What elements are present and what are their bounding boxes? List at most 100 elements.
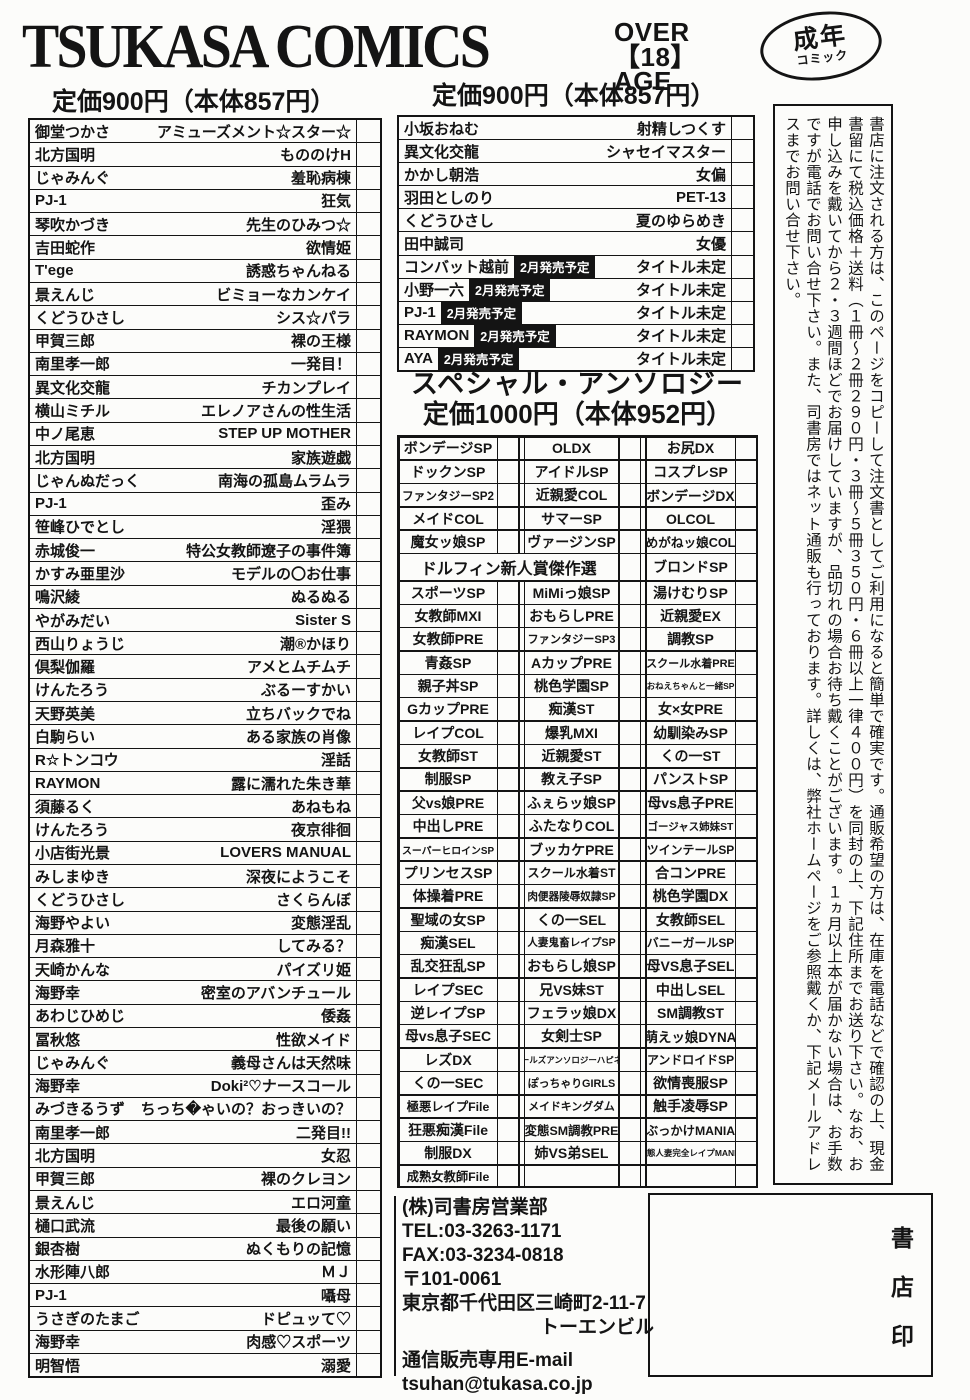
quantity-cell	[356, 492, 380, 515]
column-gap	[519, 721, 524, 744]
title-label: 女優	[695, 236, 726, 254]
grid-cell: フェラッ娘DX	[525, 1002, 618, 1024]
column-gap	[641, 908, 645, 931]
title-label: 狂気	[320, 193, 351, 211]
column-gap	[519, 838, 524, 861]
check-cell	[736, 1142, 756, 1165]
quantity-cell	[356, 166, 380, 189]
quantity-cell	[356, 236, 380, 259]
quantity-cell	[356, 422, 380, 445]
author-label: 景えんじ	[35, 1194, 96, 1212]
quantity-cell	[356, 562, 380, 585]
contact-line: トーエンビル	[539, 1317, 654, 1338]
grid-cell: 変態人妻完全レイプMANIA	[646, 1142, 735, 1165]
author-label: 笹峰ひでとし	[35, 519, 126, 537]
author-label: 田中誠司	[404, 236, 465, 254]
column-gap	[519, 955, 524, 978]
table-row: 須藤るく あねもね	[30, 794, 380, 818]
table-row: みしまゆき 深夜にようこそ	[30, 864, 380, 888]
table-row: 甲賀三郎 裸の王様	[30, 328, 380, 352]
column-gap	[519, 605, 524, 627]
grid-cell: 近親愛EX	[646, 605, 735, 627]
table-row: じゃみんぐ 羞恥病棟	[30, 165, 380, 189]
check-cell	[619, 530, 640, 553]
author-label: 赤城俊一	[35, 542, 96, 560]
release-badge: 2月発売予定	[437, 347, 520, 371]
book-table-right: 小坂おねむ 射精しつくす 異文化交龍 シャセイマスター かかし朝浩 女偏 羽田としのり PET…	[397, 115, 755, 372]
quantity-cell	[356, 958, 380, 981]
author-label: 御堂つかさ	[35, 123, 111, 141]
grid-cell: パンストSP	[646, 768, 735, 791]
table-row: 横山ミチル エレノアさんの性生活	[30, 398, 380, 422]
quantity-cell	[356, 515, 380, 539]
title-label: ぶるーすかい	[260, 682, 351, 700]
grid-cell: おもらし娘SP	[525, 955, 618, 978]
title-label: 射精しつくす	[636, 120, 726, 138]
quantity-cell	[356, 841, 380, 864]
check-cell	[736, 605, 756, 627]
grid-cell: メイドCOL	[399, 507, 497, 530]
grid-cell: スクール水着ST	[525, 861, 618, 884]
grid-cell: レイプCOL	[399, 721, 497, 744]
grid-cell: OLDX	[525, 437, 618, 460]
title-label: 肉感♡スポーツ	[246, 1334, 351, 1352]
grid-cell: 母vs息子SEC	[399, 1025, 497, 1048]
check-cell	[498, 460, 518, 483]
author-label: 吉田蛇作	[35, 240, 96, 258]
check-cell	[619, 1165, 640, 1186]
author-label: 南里孝一郎	[35, 1124, 111, 1142]
quantity-cell	[356, 608, 380, 632]
check-cell	[619, 1025, 640, 1048]
check-cell	[736, 745, 756, 768]
column-gap	[519, 1142, 524, 1165]
title-label: 最後の願い	[275, 1217, 351, 1235]
column-gap	[641, 484, 645, 507]
author-label: 倶梨伽羅	[35, 659, 96, 677]
table-row: 田中誠司 女優	[399, 231, 753, 255]
contact-line: FAX:03-3234-0818	[402, 1245, 564, 1266]
check-cell	[498, 530, 518, 553]
anthology-title: スペシャル・アンソロジー	[410, 369, 745, 399]
grid-cell	[525, 1165, 618, 1186]
contact-line: 東京都千代田区三崎町2-11-7	[402, 1293, 646, 1314]
quantity-cell	[356, 469, 380, 492]
title-label: パイズリ姫	[276, 961, 351, 979]
author-label: 銀杏樹	[35, 1241, 81, 1259]
release-badge: 2月発売予定	[469, 278, 551, 301]
title-label: 淫話	[320, 752, 351, 770]
grid-cell: 乱交狂乱SP	[399, 955, 497, 978]
title-label: もののけH	[280, 146, 351, 164]
author-label: くどうひさし	[35, 309, 126, 327]
grid-cell: 聖域の女SP	[399, 908, 497, 931]
grid-cell: 女×女PRE	[646, 698, 735, 721]
check-cell	[619, 698, 640, 721]
column-gap	[641, 838, 645, 861]
column-gap	[641, 507, 645, 530]
table-row: PJ-1 歪み	[30, 491, 380, 515]
check-cell	[619, 815, 640, 838]
column-gap	[641, 861, 645, 884]
author-label: みづきるうず	[35, 1101, 125, 1119]
grid-cell: 中出しPRE	[399, 815, 497, 838]
check-cell	[498, 437, 518, 460]
quantity-cell	[731, 232, 753, 255]
check-cell	[498, 1142, 518, 1165]
column-gap	[641, 1095, 645, 1118]
column-gap	[519, 978, 524, 1001]
check-cell	[619, 605, 640, 627]
author-label: 小野一六	[404, 282, 465, 300]
author-label: PJ-1	[35, 192, 67, 210]
grid-cell: メイドキングダム	[525, 1095, 618, 1118]
age-badge-line: 【18】	[614, 41, 697, 72]
table-row: 倶梨伽羅 アメとムチムチ	[30, 654, 380, 678]
check-cell	[619, 838, 640, 861]
column-gap	[641, 955, 645, 978]
check-cell	[736, 437, 756, 460]
table-row: コンバット越前 2月発売予定 タイトル未定	[399, 254, 753, 278]
stamp-label-char: 書	[891, 1225, 914, 1251]
bookstore-stamp-box: 書店印	[648, 1193, 933, 1377]
author-label: 鳴沢綾	[35, 589, 81, 607]
grid-cell: プリンセスSP	[399, 861, 497, 884]
price-label-left: 定価900円（本体857円）	[52, 88, 336, 116]
grid-cell: ぽっちゃりGIRLS	[525, 1072, 618, 1095]
